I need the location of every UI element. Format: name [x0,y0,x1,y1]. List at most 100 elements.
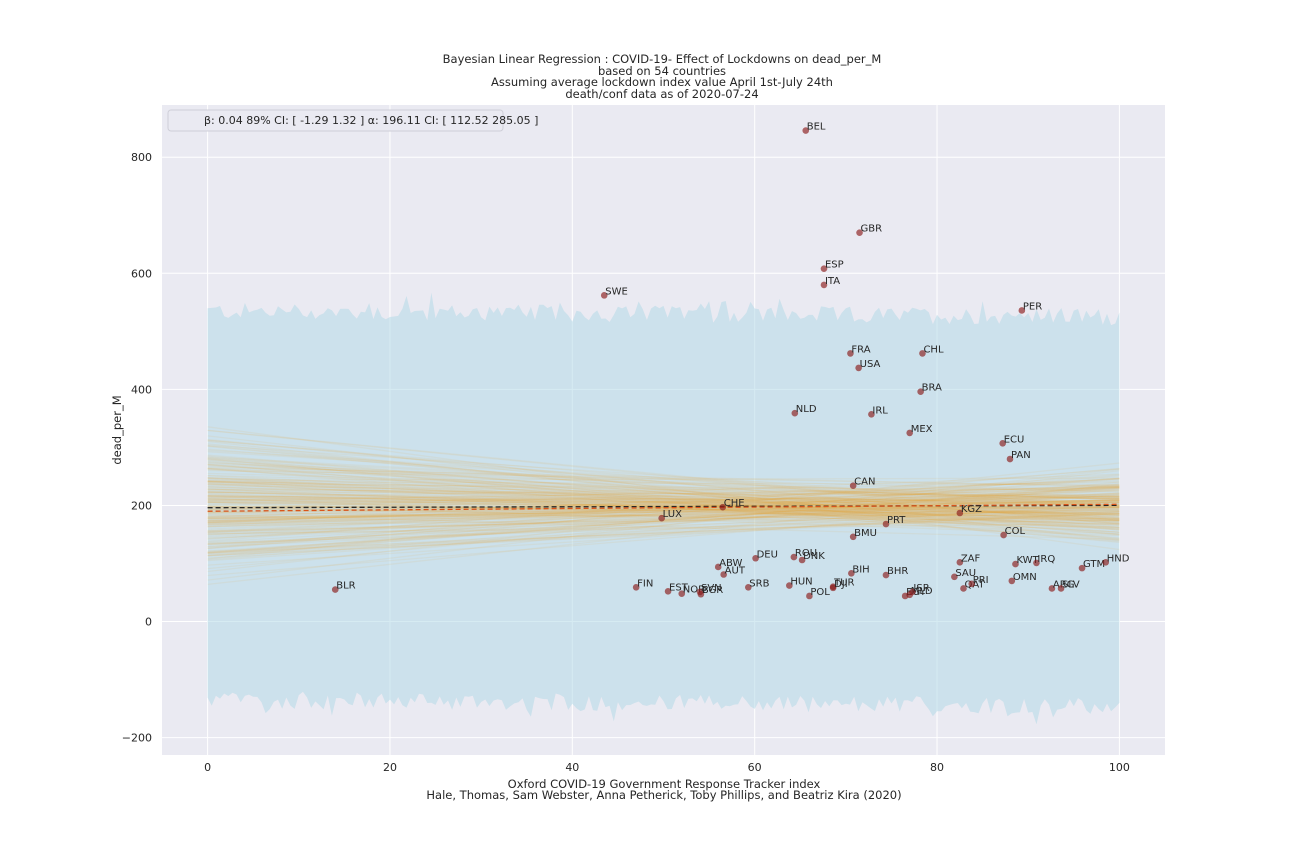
posterior-sample-line [207,499,1120,545]
point-abw [714,563,722,571]
chart-subtitle-3: death/conf data as of 2020-07-24 [565,87,758,101]
posterior-sample-line [207,476,1120,527]
posterior-sample-line [207,490,1120,521]
posterior-sample-line [207,498,1120,505]
posterior-sample-line [207,504,1120,519]
posterior-sample-line [207,506,1120,518]
posterior-sample-line [207,481,1120,570]
posterior-sample-line [207,454,1120,531]
label-bra: BRA [922,383,942,394]
posterior-sample-line [207,481,1120,499]
posterior-sample-line [207,438,1120,525]
posterior-sample-line [207,507,1120,513]
label-bel: BEL [807,122,826,133]
posterior-sample-line [207,503,1120,508]
posterior-sample-line [207,495,1120,510]
point-rou [790,553,798,561]
x-tick-label: 40 [565,761,579,774]
posterior-sample-line [207,500,1120,577]
posterior-sample-line [207,493,1120,520]
posterior-sample-line [207,463,1120,542]
label-ita: ITA [825,276,840,287]
posterior-sample-line [207,511,1120,532]
label-pol: POL [810,587,830,598]
point-fra [847,350,854,357]
posterior-sample-line [207,499,1120,522]
posterior-sample-line [207,522,1120,535]
label-bgr: BGR [702,585,723,596]
label-can: CAN [854,477,875,488]
y-axis-label: dead_per_M [110,395,124,464]
prediction-band [207,292,1120,725]
label-nld: NLD [796,404,817,415]
point-nld [791,409,799,417]
posterior-sample-line [207,491,1120,517]
point-prt [882,520,890,528]
posterior-sample-line [207,487,1120,530]
y-tick-label: 800 [131,151,152,164]
posterior-sample-line [207,510,1120,555]
label-usa: USA [860,359,881,370]
label-dnk: DNK [803,551,825,562]
point-ita [820,281,828,289]
posterior-sample-line [207,497,1120,529]
posterior-sample-line [207,475,1120,548]
posterior-sample-line [207,491,1120,511]
y-tick-label: 0 [145,616,152,629]
posterior-sample-line [207,480,1120,533]
x-ticks: 0 20 40 60 80 100 [204,761,1130,774]
label-pri: PRI [973,575,989,586]
posterior-sample-line [207,487,1120,518]
posterior-sample-line [207,505,1120,514]
posterior-sample-line [207,480,1120,500]
x-tick-label: 20 [383,761,397,774]
posterior-sample-line [207,486,1120,534]
label-srb: SRB [749,578,769,589]
posterior-sample-line [207,499,1120,517]
label-kgz: KGZ [961,504,982,515]
point-bgr [697,590,705,598]
label-hun: HUN [790,577,812,588]
posterior-sample-line [207,487,1120,528]
posterior-sample-line [207,477,1120,508]
posterior-sample-line [207,510,1120,520]
posterior-sample-line [207,483,1120,586]
label-esp: ESP [825,260,844,271]
posterior-sample-line [207,491,1120,496]
posterior-sample-line [207,496,1120,522]
posterior-sample-line [207,480,1120,511]
posterior-sample-line [207,474,1120,500]
posterior-sample-line [207,451,1120,508]
posterior-sample-line [207,513,1120,540]
posterior-sample-line [207,439,1120,516]
x-axis-label: Oxford COVID-19 Government Response Trac… [508,777,821,791]
posterior-sample-line [207,501,1120,504]
point-blr [331,586,339,593]
posterior-sample-line [207,449,1120,506]
posterior-sample-line [207,495,1120,521]
posterior-sample-line [207,458,1120,522]
posterior-sample-line [207,466,1120,488]
posterior-sample-line [207,500,1120,504]
posterior-sample-line [207,483,1120,492]
posterior-sample-line [207,467,1120,549]
posterior-sample-line [207,486,1120,501]
posterior-sample-line [207,497,1120,502]
label-bih: BIH [852,564,869,575]
posterior-sample-line [207,505,1120,548]
posterior-sample-line [207,486,1120,506]
posterior-sample-line [207,468,1120,498]
posterior-sample-line [207,496,1120,525]
posterior-sample-line [207,468,1120,524]
posterior-sample-line [207,499,1120,514]
posterior-sample-line [207,505,1120,519]
posterior-sample-line [207,477,1120,525]
posterior-sample-line [207,477,1120,520]
point-bhr [882,571,890,579]
posterior-sample-line [207,474,1120,541]
posterior-sample-line [207,512,1120,554]
label-mld: MLD [911,586,933,597]
x-tick-label: 60 [748,761,762,774]
